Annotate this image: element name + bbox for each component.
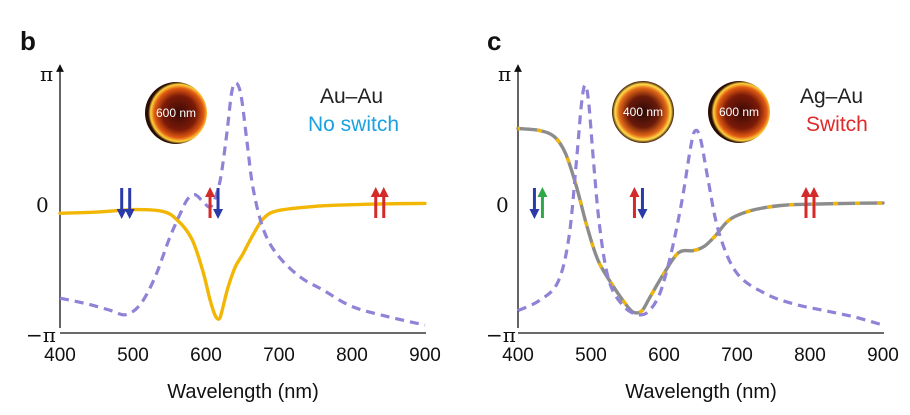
x-axis: 400 500 600 700 800 900 Wavelength (nm) <box>44 332 441 403</box>
up-arrow-icon <box>629 187 640 218</box>
field-map-circle <box>708 81 770 143</box>
x-tick-label: 400 <box>502 345 534 366</box>
x-axis-title: Wavelength (nm) <box>625 381 777 403</box>
solid-series-line <box>58 201 427 321</box>
legend: Ag–Au Switch <box>800 85 868 136</box>
panel-label-b: b <box>20 26 36 56</box>
legend-title: Ag–Au <box>800 85 863 108</box>
x-tick-label: 600 <box>648 345 680 366</box>
field-map-circle <box>145 82 207 144</box>
down-arrow-icon <box>213 188 224 219</box>
dashed-series-line <box>517 83 884 327</box>
up-arrow-icon <box>370 187 381 218</box>
x-tick-label: 800 <box>336 345 368 366</box>
panel-label-c: c <box>487 26 501 56</box>
down-arrow-icon <box>637 188 648 219</box>
panel-b: b π 0 −π 400 500 600 700 800 900 Wavelen… <box>20 26 441 403</box>
x-tick-label: 900 <box>409 345 441 366</box>
y-axis: π 0 −π <box>486 62 522 347</box>
y-tick-label: −π <box>26 323 56 347</box>
down-arrow-icon <box>116 188 127 219</box>
y-tick-label: 0 <box>496 193 509 217</box>
inset-wavelength-label: 600 nm <box>156 106 196 120</box>
up-arrow-icon <box>378 187 389 218</box>
legend-status: Switch <box>806 113 868 136</box>
up-arrow-icon <box>205 187 216 218</box>
dashed-series-line <box>59 81 426 327</box>
y-axis: π 0 −π <box>26 62 64 347</box>
plot-lines-c <box>516 83 885 327</box>
solid-series-line <box>516 126 885 315</box>
inset-wavelength-label: 400 nm <box>623 105 663 119</box>
field-map-circle <box>612 81 674 143</box>
x-tick-label: 700 <box>721 345 753 366</box>
field-inset: 600 nm <box>145 82 207 144</box>
x-tick-label: 700 <box>263 345 295 366</box>
spin-arrows-c <box>529 187 819 219</box>
y-tick-label: π <box>498 62 511 86</box>
x-tick-label: 500 <box>575 345 607 366</box>
x-tick-label: 900 <box>867 345 899 366</box>
legend-title: Au–Au <box>320 85 383 108</box>
down-arrow-icon <box>124 188 135 219</box>
legend: Au–Au No switch <box>308 85 399 136</box>
x-tick-label: 800 <box>794 345 826 366</box>
up-arrow-icon <box>537 187 548 218</box>
field-inset: 600 nm <box>708 81 770 143</box>
x-tick-label: 500 <box>117 345 149 366</box>
x-axis: 400 500 600 700 800 900 Wavelength (nm) <box>502 332 899 403</box>
x-tick-label: 400 <box>44 345 76 366</box>
down-arrow-icon <box>529 188 540 219</box>
plot-lines-b <box>58 81 427 327</box>
y-tick-label: π <box>40 62 53 86</box>
y-tick-label: 0 <box>36 193 49 217</box>
up-arrow-icon <box>801 187 811 218</box>
field-inset: 400 nm <box>612 81 674 143</box>
inset-wavelength-label: 600 nm <box>719 105 759 119</box>
panel-c: c π 0 −π 400 500 600 700 800 900 Wavelen… <box>486 26 899 403</box>
up-arrow-icon <box>809 187 819 218</box>
legend-status: No switch <box>308 113 399 136</box>
x-tick-label: 600 <box>190 345 222 366</box>
spin-arrows-b <box>116 187 389 219</box>
y-tick-label: −π <box>486 323 516 347</box>
series-accent-dashes <box>517 126 884 315</box>
x-axis-title: Wavelength (nm) <box>167 381 319 403</box>
